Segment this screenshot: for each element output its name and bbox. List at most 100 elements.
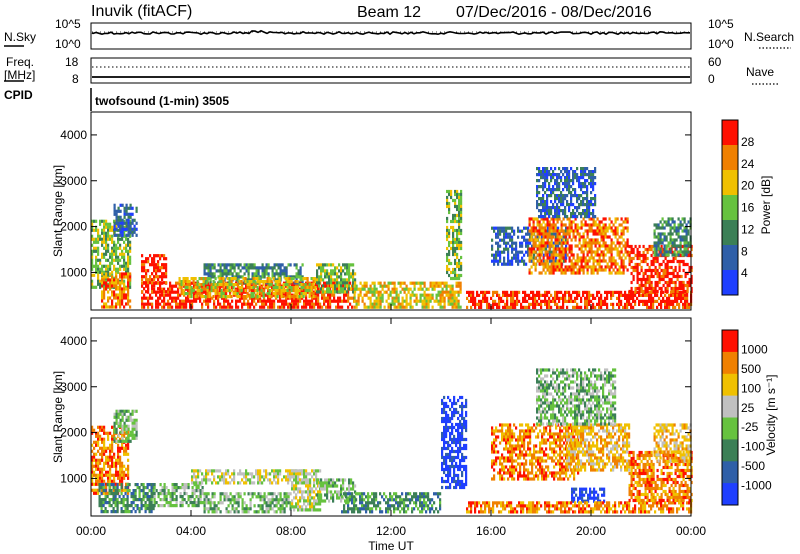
data-cell — [616, 232, 619, 236]
data-cell — [265, 299, 268, 303]
data-cell — [513, 247, 516, 251]
data-cell — [562, 232, 565, 236]
data-cell — [346, 281, 349, 285]
data-cell — [560, 235, 563, 239]
data-cell — [564, 268, 567, 272]
data-cell — [161, 272, 164, 276]
data-cell — [578, 203, 581, 207]
data-cell — [342, 290, 345, 294]
data-cell — [234, 277, 237, 281]
data-cell — [229, 305, 232, 309]
data-cell — [255, 269, 258, 273]
data-cell — [93, 440, 96, 444]
data-cell — [598, 259, 601, 263]
data-cell — [311, 302, 314, 306]
data-cell — [517, 262, 520, 266]
data-cell — [222, 283, 225, 287]
data-cell — [352, 281, 355, 285]
data-cell — [669, 250, 672, 254]
data-cell — [482, 293, 485, 297]
data-cell — [310, 283, 313, 287]
data-cell — [547, 229, 550, 233]
data-cell — [101, 449, 104, 453]
data-cell — [685, 229, 688, 233]
data-cell — [322, 266, 325, 270]
data-cell — [441, 305, 444, 309]
data-cell — [171, 296, 174, 300]
data-cell — [584, 247, 587, 251]
data-cell — [111, 290, 114, 294]
data-cell — [95, 246, 98, 250]
data-cell — [556, 302, 559, 306]
data-cell — [322, 290, 325, 294]
data-cell — [91, 279, 94, 283]
data-cell — [570, 197, 573, 201]
data-cell — [676, 302, 679, 306]
data-cell — [455, 284, 458, 288]
data-cell — [99, 479, 102, 483]
data-cell — [511, 247, 514, 251]
data-cell — [163, 266, 166, 270]
data-cell — [119, 284, 122, 288]
data-cell — [495, 241, 498, 245]
data-cell — [277, 299, 280, 303]
data-cell — [448, 258, 451, 263]
data-cell — [269, 299, 272, 303]
data-cell — [594, 238, 597, 242]
data-cell — [334, 266, 337, 270]
data-cell — [544, 265, 547, 269]
data-cell — [544, 206, 547, 210]
data-cell — [391, 299, 394, 303]
data-cell — [267, 266, 270, 270]
data-cell — [498, 305, 501, 309]
data-cell — [297, 299, 300, 303]
data-cell — [109, 272, 112, 276]
data-cell — [409, 296, 412, 300]
data-cell — [626, 268, 629, 272]
data-cell — [127, 218, 130, 222]
data-cell — [353, 293, 356, 297]
data-cell — [167, 305, 170, 309]
data-cell — [546, 194, 549, 198]
data-cell — [135, 221, 138, 225]
data-cell — [103, 467, 106, 471]
data-cell — [497, 253, 500, 257]
data-cell — [523, 226, 526, 230]
data-cell — [121, 203, 124, 207]
data-cell — [576, 253, 579, 257]
data-cell — [620, 302, 623, 306]
data-cell — [125, 206, 128, 210]
data-cell — [101, 476, 104, 480]
data-cell — [105, 284, 108, 288]
data-cell — [228, 289, 231, 293]
data-cell — [290, 295, 293, 299]
data-cell — [562, 250, 565, 254]
data-cell — [570, 238, 573, 242]
data-cell — [456, 246, 459, 251]
data-cell — [544, 244, 547, 248]
data-cell — [254, 289, 257, 293]
data-cell — [419, 299, 422, 303]
data-cell — [451, 302, 454, 306]
data-cell — [580, 268, 583, 272]
data-cell — [135, 409, 138, 413]
data-cell — [529, 241, 532, 245]
data-cell — [592, 220, 595, 224]
data-cell — [423, 290, 426, 294]
data-cell — [668, 293, 671, 297]
data-cell — [99, 285, 102, 289]
data-cell — [664, 262, 667, 267]
data-cell — [663, 247, 666, 251]
data-cell — [352, 263, 355, 267]
data-cell — [497, 241, 500, 245]
data-cell — [326, 281, 329, 285]
data-cell — [548, 212, 551, 216]
data-cell — [415, 296, 418, 300]
data-cell — [131, 218, 134, 222]
data-cell — [658, 262, 661, 267]
data-cell — [636, 265, 639, 270]
data-cell — [123, 431, 126, 435]
data-cell — [125, 287, 128, 291]
data-cell — [499, 229, 502, 233]
data-cell — [169, 302, 172, 306]
